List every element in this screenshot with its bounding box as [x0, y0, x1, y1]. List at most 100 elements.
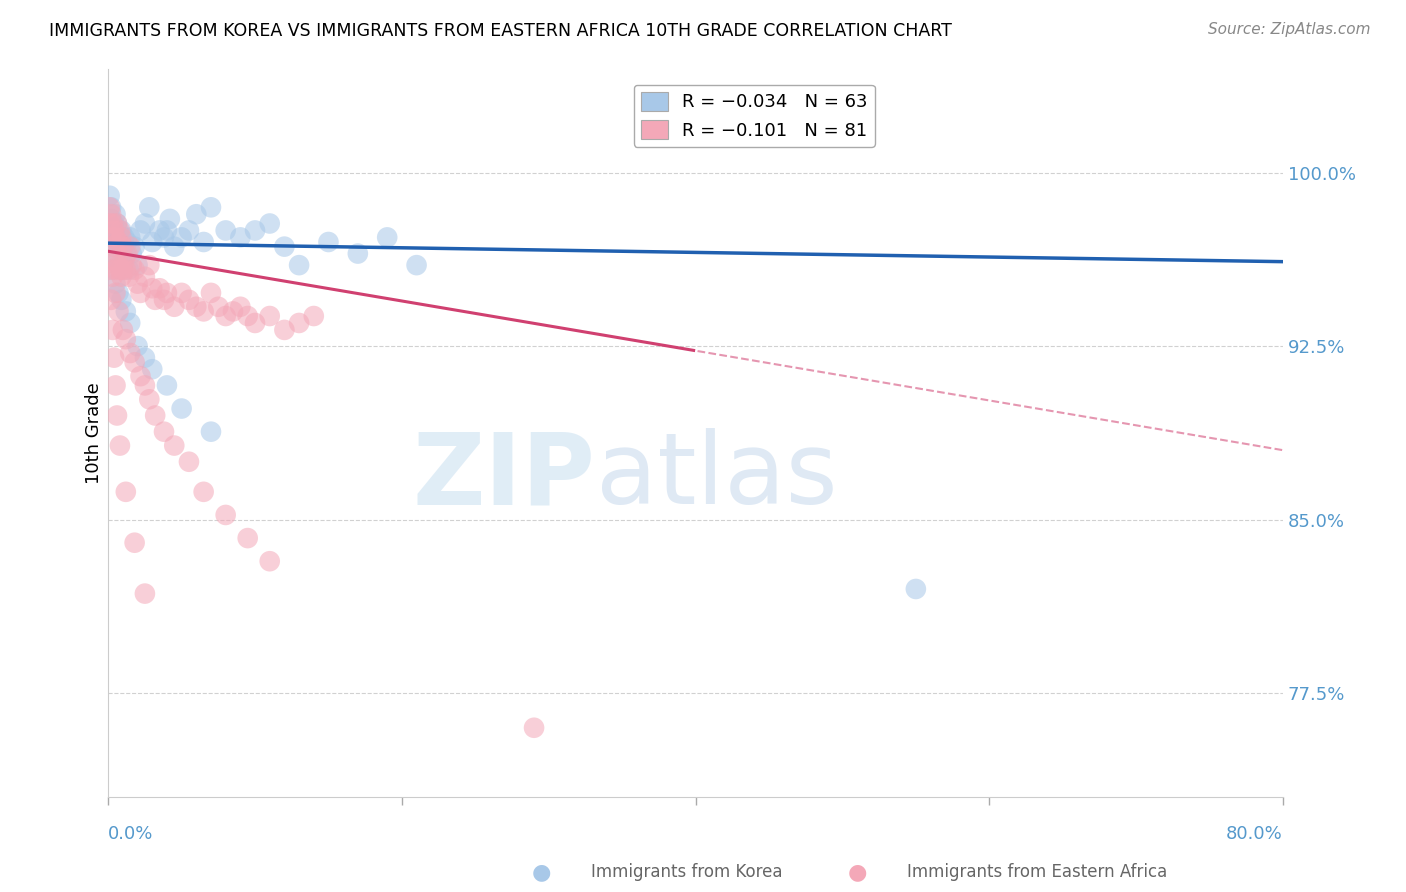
- Point: [104, 262, 127, 277]
- Point: [159, 211, 181, 226]
- Point: [107, 285, 129, 300]
- Point: [110, 230, 132, 244]
- Point: [523, 721, 546, 735]
- Point: [141, 281, 163, 295]
- Point: [110, 293, 132, 307]
- Point: [193, 484, 215, 499]
- Point: [104, 207, 127, 221]
- Point: [273, 239, 295, 253]
- Point: [134, 586, 156, 600]
- Point: [259, 554, 281, 568]
- Text: ●: ●: [848, 863, 868, 882]
- Text: 80.0%: 80.0%: [1226, 825, 1284, 843]
- Point: [243, 223, 266, 237]
- Point: [215, 223, 238, 237]
- Point: [100, 293, 122, 307]
- Point: [127, 277, 149, 291]
- Point: [111, 258, 134, 272]
- Point: [207, 300, 229, 314]
- Point: [103, 239, 125, 253]
- Point: [107, 223, 129, 237]
- Point: [120, 230, 142, 244]
- Point: [120, 316, 142, 330]
- Point: [104, 378, 127, 392]
- Point: [117, 246, 139, 260]
- Point: [100, 211, 122, 226]
- Point: [120, 346, 142, 360]
- Point: [111, 239, 134, 253]
- Point: [121, 246, 143, 260]
- Point: [170, 401, 193, 416]
- Point: [177, 223, 200, 237]
- Point: [288, 316, 311, 330]
- Point: [134, 269, 156, 284]
- Point: [107, 235, 129, 249]
- Point: [112, 253, 135, 268]
- Point: [112, 230, 135, 244]
- Point: [129, 285, 152, 300]
- Point: [156, 223, 179, 237]
- Point: [110, 269, 132, 284]
- Point: [103, 217, 125, 231]
- Point: [347, 246, 370, 260]
- Point: [118, 269, 141, 284]
- Point: [177, 293, 200, 307]
- Point: [156, 285, 179, 300]
- Point: [129, 369, 152, 384]
- Point: [222, 304, 245, 318]
- Point: [117, 235, 139, 249]
- Point: [193, 304, 215, 318]
- Point: [143, 409, 166, 423]
- Point: [101, 230, 124, 244]
- Point: [124, 355, 146, 369]
- Point: [229, 230, 252, 244]
- Point: [177, 455, 200, 469]
- Point: [108, 230, 131, 244]
- Point: [127, 258, 149, 272]
- Point: [101, 323, 124, 337]
- Point: [105, 217, 128, 231]
- Point: [100, 207, 122, 221]
- Text: 0.0%: 0.0%: [108, 825, 153, 843]
- Point: [163, 439, 186, 453]
- Point: [98, 262, 121, 277]
- Point: [101, 262, 124, 277]
- Point: [107, 246, 129, 260]
- Point: [118, 262, 141, 277]
- Text: IMMIGRANTS FROM KOREA VS IMMIGRANTS FROM EASTERN AFRICA 10TH GRADE CORRELATION C: IMMIGRANTS FROM KOREA VS IMMIGRANTS FROM…: [49, 22, 952, 40]
- Point: [302, 309, 325, 323]
- Point: [98, 217, 121, 231]
- Point: [127, 339, 149, 353]
- Point: [108, 223, 131, 237]
- Point: [104, 285, 127, 300]
- Point: [105, 235, 128, 249]
- Point: [215, 309, 238, 323]
- Point: [141, 235, 163, 249]
- Point: [101, 223, 124, 237]
- Point: [107, 304, 129, 318]
- Point: [105, 246, 128, 260]
- Point: [101, 269, 124, 284]
- Point: [103, 351, 125, 365]
- Point: [100, 230, 122, 244]
- Point: [405, 258, 427, 272]
- Text: Immigrants from Eastern Africa: Immigrants from Eastern Africa: [907, 863, 1167, 881]
- Point: [904, 582, 927, 596]
- Point: [108, 258, 131, 272]
- Point: [120, 239, 142, 253]
- Point: [134, 217, 156, 231]
- Point: [149, 281, 172, 295]
- Point: [134, 378, 156, 392]
- Point: [114, 304, 136, 318]
- Point: [110, 223, 132, 237]
- Point: [98, 200, 121, 214]
- Point: [103, 253, 125, 268]
- Point: [104, 277, 127, 291]
- Y-axis label: 10th Grade: 10th Grade: [86, 382, 103, 483]
- Point: [114, 262, 136, 277]
- Point: [163, 300, 186, 314]
- Point: [104, 246, 127, 260]
- Point: [200, 200, 222, 214]
- Point: [375, 230, 398, 244]
- Point: [101, 239, 124, 253]
